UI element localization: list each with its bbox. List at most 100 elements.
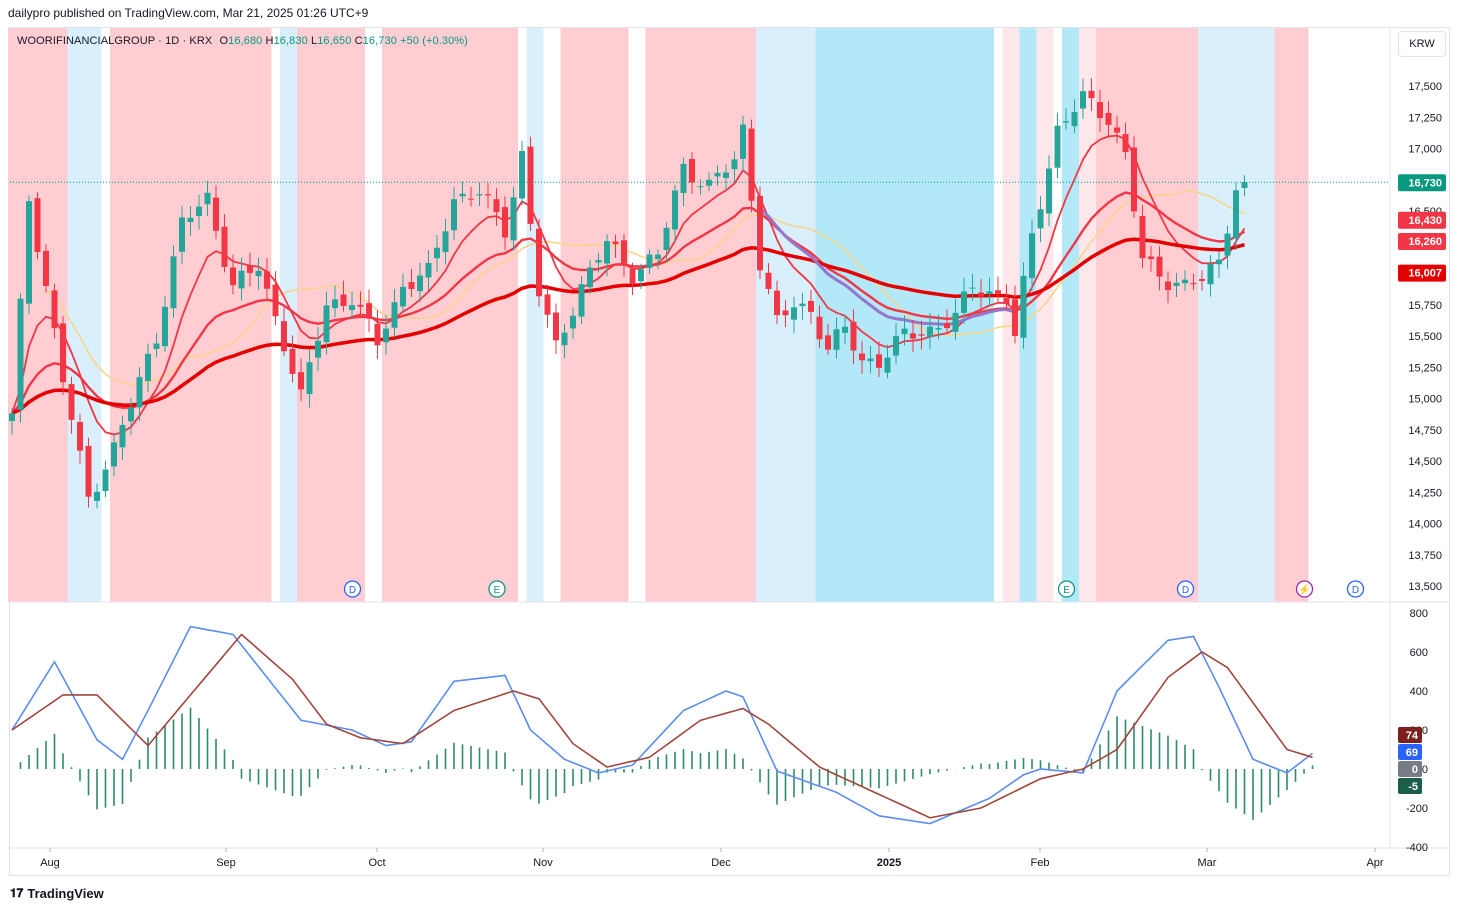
symbol-name: WOORIFINANCIALGROUP · 1D · KRX — [17, 35, 213, 47]
candle-body — [867, 358, 874, 362]
candle-body — [1199, 279, 1205, 281]
candle-body — [1182, 279, 1188, 284]
candle-body — [145, 353, 151, 382]
candle-body — [221, 226, 228, 267]
candle-body — [1046, 168, 1052, 214]
candle-body — [553, 312, 559, 341]
candle-body — [663, 227, 670, 250]
price-tick-label: 14,000 — [1408, 519, 1442, 531]
candle-body — [128, 407, 134, 422]
background-band — [8, 28, 68, 602]
background-band — [526, 28, 544, 602]
symbol-legend[interactable]: WOORIFINANCIALGROUP · 1D · KRX O16,680 H… — [17, 35, 468, 47]
candle-body — [527, 146, 534, 224]
close-label: C — [354, 35, 363, 47]
candle-body — [1012, 299, 1018, 336]
background-band — [280, 28, 297, 602]
candle-body — [1071, 112, 1078, 127]
candle-body — [153, 343, 160, 349]
candle-body — [136, 377, 143, 408]
price-tick-label: 14,250 — [1408, 487, 1442, 499]
candle-body — [519, 151, 525, 199]
event-marker — [1057, 580, 1076, 598]
candle-body — [1003, 298, 1010, 304]
candle-body — [1139, 216, 1146, 259]
time-tick-label: Mar — [1198, 857, 1217, 869]
oscillator-tick-label: 400 — [1410, 686, 1428, 698]
event-marker — [1346, 580, 1365, 598]
candle-body — [833, 329, 840, 350]
candle-body — [910, 333, 916, 339]
oscillator-tick-label: -200 — [1406, 803, 1428, 815]
candle-body — [408, 282, 415, 289]
open-value: 16,680 — [228, 35, 263, 47]
candle-body — [901, 328, 908, 335]
background-band — [756, 28, 765, 602]
candle-body — [281, 321, 287, 352]
candle-body — [1224, 233, 1231, 256]
high-label: H — [265, 35, 274, 47]
candle-body — [298, 372, 304, 390]
candle-body — [774, 290, 780, 316]
candle-body — [638, 269, 644, 282]
candle-body — [629, 268, 636, 284]
event-marker — [1295, 580, 1314, 598]
candle-body — [1020, 275, 1027, 338]
oscillator-label-tag — [1398, 761, 1422, 777]
candle-body — [731, 159, 738, 170]
candle-body — [799, 303, 806, 307]
price-label-text: 16,430 — [1408, 215, 1442, 227]
candle-body — [417, 275, 423, 292]
candle-body — [1029, 233, 1035, 279]
candle-body — [765, 272, 772, 289]
oscillator-label-tag — [1398, 727, 1422, 743]
candle-body — [1216, 259, 1222, 265]
price-label-tag — [1398, 233, 1446, 250]
price-tick-label: 15,500 — [1408, 331, 1442, 343]
candle-body — [570, 315, 576, 329]
candle-body — [349, 305, 355, 310]
candle-body — [944, 323, 950, 329]
candle-body — [391, 302, 398, 328]
background-band — [645, 28, 756, 602]
oscillator-label-tag — [1398, 778, 1422, 794]
candle-body — [1088, 90, 1095, 99]
candle-body — [859, 353, 865, 361]
price-tick-label: 17,500 — [1408, 81, 1442, 93]
candle-body — [1054, 125, 1061, 168]
candle-body — [791, 307, 797, 320]
candle-body — [961, 291, 967, 313]
currency-button[interactable]: KRW — [1398, 31, 1446, 57]
candle-body — [1165, 281, 1171, 291]
candle-body — [425, 262, 432, 278]
tradingview-footer[interactable]: 𝟏𝟕 TradingView — [10, 886, 104, 901]
candle-body — [969, 287, 976, 289]
candle-body — [204, 192, 211, 205]
low-label: L — [311, 35, 318, 47]
candle-body — [714, 172, 721, 177]
candle-body — [740, 124, 746, 159]
candle-body — [332, 299, 338, 309]
candle-body — [43, 250, 49, 286]
macd-line — [11, 625, 1313, 825]
oscillator-tick-label: 0 — [1422, 764, 1428, 776]
candle-body — [315, 340, 321, 358]
candle-body — [213, 197, 219, 231]
candle-body — [986, 291, 993, 294]
background-band — [1062, 28, 1079, 602]
candle-body — [1207, 263, 1214, 285]
candle-body — [1080, 91, 1086, 109]
candle-body — [162, 306, 168, 347]
candle-body — [578, 284, 585, 317]
moving-average-mid — [11, 191, 1246, 415]
event-label: D — [1352, 585, 1359, 596]
price-label-text: 16,260 — [1408, 236, 1442, 248]
background-band — [67, 28, 102, 602]
candle-body — [595, 260, 602, 263]
time-tick-label: Oct — [368, 857, 385, 869]
candle-body — [1097, 102, 1103, 118]
background-band — [1096, 28, 1198, 602]
candle-body — [842, 326, 848, 333]
candle-body — [1114, 127, 1120, 133]
